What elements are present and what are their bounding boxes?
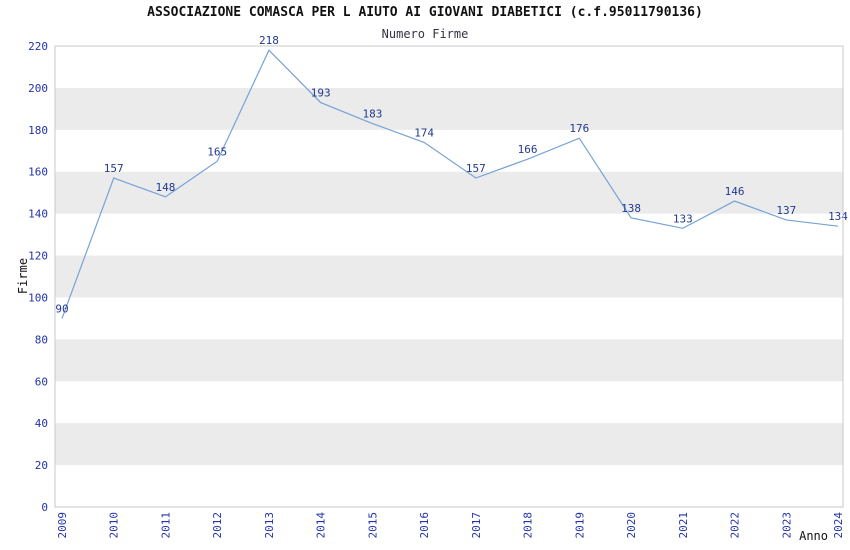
y-tick-label: 60 [35, 375, 48, 388]
point-label: 193 [311, 87, 331, 100]
point-label: 138 [621, 202, 641, 215]
y-tick-label: 180 [28, 124, 48, 137]
y-tick-label: 120 [28, 250, 48, 263]
x-tick-label: 2014 [315, 512, 328, 539]
point-label: 157 [466, 162, 486, 175]
x-tick-label: 2017 [470, 512, 483, 539]
y-tick-label: 160 [28, 166, 48, 179]
band-stripe [55, 171, 843, 214]
x-tick-label: 2018 [522, 512, 535, 539]
x-tick-label: 2010 [108, 512, 121, 539]
x-axis-title: Anno [799, 529, 828, 543]
band-stripe [55, 423, 843, 466]
point-label: 157 [104, 162, 124, 175]
point-label: 218 [259, 34, 279, 47]
point-label: 183 [362, 108, 382, 121]
point-label: 90 [55, 302, 68, 315]
x-tick-label: 2020 [625, 512, 638, 539]
x-tick-label: 2024 [832, 512, 845, 539]
y-tick-label: 200 [28, 82, 48, 95]
x-tick-label: 2009 [56, 512, 69, 539]
y-tick-label: 220 [28, 40, 48, 53]
point-label: 137 [776, 204, 796, 217]
x-tick-label: 2022 [729, 512, 742, 539]
x-tick-label: 2012 [211, 512, 224, 539]
y-tick-label: 80 [35, 333, 48, 346]
background-bands [55, 87, 843, 466]
y-axis-title: Firme [16, 258, 30, 294]
y-tick-label: 100 [28, 291, 48, 304]
line-series [61, 49, 839, 319]
point-label: 174 [414, 126, 434, 139]
x-tick-label: 2021 [677, 512, 690, 539]
point-label: 133 [673, 212, 693, 225]
x-tick-label: 2011 [159, 512, 172, 539]
plot-border [54, 45, 844, 508]
x-tick-label: 2015 [366, 512, 379, 539]
x-tick-label: 2016 [418, 512, 431, 539]
point-label: 176 [569, 122, 589, 135]
point-label: 134 [828, 210, 848, 223]
point-label: 166 [518, 143, 538, 156]
x-tick-label: 2019 [573, 512, 586, 539]
y-tick-label: 140 [28, 208, 48, 221]
y-axis-tick-labels: 0 20 40 60 80 100 120 140 160 180 200 220 [28, 40, 48, 514]
band-stripe [55, 87, 843, 130]
y-tick-label: 40 [35, 417, 48, 430]
y-tick-label: 20 [35, 459, 48, 472]
series-polyline [61, 49, 839, 319]
y-tick-label: 0 [41, 501, 48, 514]
band-stripe [55, 339, 843, 382]
x-axis-tick-labels: 2009 2010 2011 2012 2013 2014 2015 2016 2017 2018… [56, 512, 845, 539]
point-label: 165 [207, 145, 227, 158]
chart-subtitle: Numero Firme [381, 27, 469, 41]
point-label: 146 [725, 185, 745, 198]
x-tick-label: 2023 [780, 512, 793, 539]
chart-title: ASSOCIAZIONE COMASCA PER L AIUTO AI GIOV… [147, 5, 703, 20]
data-labels: 90 157 148 165 218 193 183 174 157 166 176 138 133 14… [55, 34, 848, 315]
x-tick-label: 2013 [263, 512, 276, 539]
band-stripe [55, 255, 843, 298]
point-label: 148 [156, 181, 176, 194]
